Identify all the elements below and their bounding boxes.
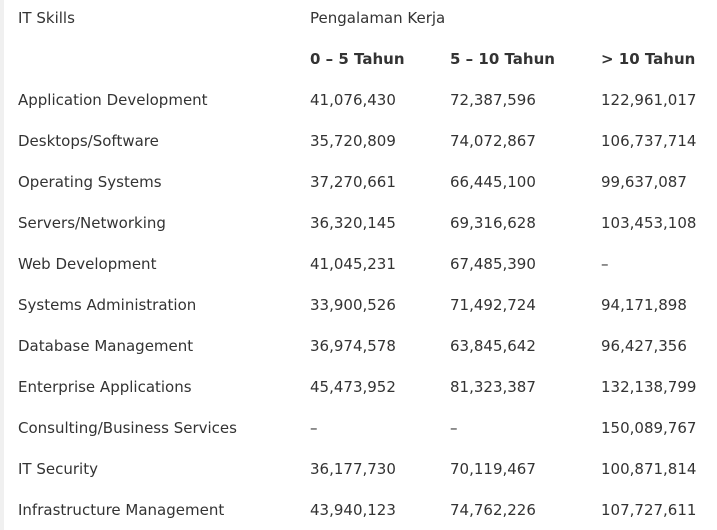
skill-name: Database Management [18,337,194,355]
value-0-5: 41,076,430 [310,91,396,109]
value-5-10: 81,323,387 [450,378,536,396]
value-10-plus: 96,427,356 [601,337,687,355]
table-row: Consulting/Business Services – – 150,089… [0,418,717,438]
skill-name: IT Security [18,460,98,478]
skill-name: Desktops/Software [18,132,159,150]
table-row: Application Development 41,076,430 72,38… [0,90,717,110]
value-5-10: 67,485,390 [450,255,536,273]
value-10-plus: 107,727,611 [601,501,697,519]
value-10-plus: 100,871,814 [601,460,697,478]
skill-name: Infrastructure Management [18,501,225,519]
value-0-5: 36,320,145 [310,214,396,232]
value-0-5: 36,177,730 [310,460,396,478]
skill-name: Web Development [18,255,157,273]
table-row: Systems Administration 33,900,526 71,492… [0,295,717,315]
table-row: Infrastructure Management 43,940,123 74,… [0,500,717,520]
value-5-10: 72,387,596 [450,91,536,109]
value-10-plus: 122,961,017 [601,91,697,109]
value-5-10: 63,845,642 [450,337,536,355]
table-row: IT Security 36,177,730 70,119,467 100,87… [0,459,717,479]
value-5-10: – [450,419,458,437]
header-col-0-5: 0 – 5 Tahun [310,50,405,68]
skill-name: Enterprise Applications [18,378,192,396]
value-0-5: 36,974,578 [310,337,396,355]
value-10-plus: – [601,255,609,273]
value-0-5: 43,940,123 [310,501,396,519]
value-5-10: 70,119,467 [450,460,536,478]
table-row: Web Development 41,045,231 67,485,390 – [0,254,717,274]
table-row: Database Management 36,974,578 63,845,64… [0,336,717,356]
value-5-10: 71,492,724 [450,296,536,314]
value-5-10: 69,316,628 [450,214,536,232]
value-5-10: 66,445,100 [450,173,536,191]
table-row: Servers/Networking 36,320,145 69,316,628… [0,213,717,233]
left-border [0,0,4,530]
skill-name: Servers/Networking [18,214,166,232]
header-skills: IT Skills [18,9,75,27]
value-5-10: 74,072,867 [450,132,536,150]
header-col-5-10: 5 – 10 Tahun [450,50,555,68]
value-0-5: – [310,419,318,437]
table-row: Enterprise Applications 45,473,952 81,32… [0,377,717,397]
value-10-plus: 103,453,108 [601,214,697,232]
skill-name: Systems Administration [18,296,197,314]
value-0-5: 35,720,809 [310,132,396,150]
skill-name: Operating Systems [18,173,162,191]
value-5-10: 74,762,226 [450,501,536,519]
value-10-plus: 94,171,898 [601,296,687,314]
skill-name: Consulting/Business Services [18,419,237,437]
value-0-5: 33,900,526 [310,296,396,314]
header-experience: Pengalaman Kerja [310,9,446,27]
table-row: Desktops/Software 35,720,809 74,072,867 … [0,131,717,151]
header-col-10-plus: > 10 Tahun [601,50,696,68]
value-0-5: 37,270,661 [310,173,396,191]
value-0-5: 41,045,231 [310,255,396,273]
skill-name: Application Development [18,91,208,109]
value-10-plus: 99,637,087 [601,173,687,191]
table-row: Operating Systems 37,270,661 66,445,100 … [0,172,717,192]
value-0-5: 45,473,952 [310,378,396,396]
value-10-plus: 132,138,799 [601,378,697,396]
value-10-plus: 106,737,714 [601,132,697,150]
value-10-plus: 150,089,767 [601,419,697,437]
